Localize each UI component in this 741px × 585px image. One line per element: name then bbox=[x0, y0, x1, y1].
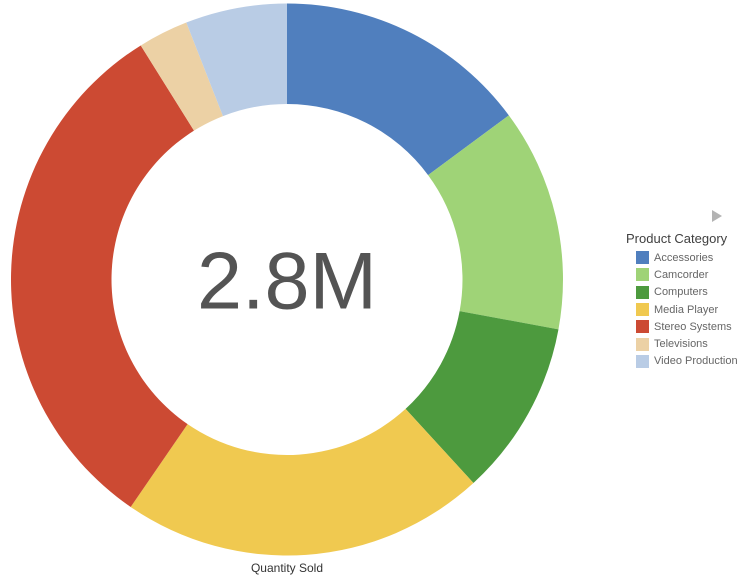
legend-item-camcorder[interactable]: Camcorder bbox=[636, 266, 740, 283]
donut-segment-accessories[interactable] bbox=[287, 3, 509, 176]
donut-segment-camcorder[interactable] bbox=[428, 115, 564, 330]
legend-items: Accessories Camcorder Computers Media Playe… bbox=[636, 249, 740, 370]
legend-swatch bbox=[636, 251, 649, 265]
legend-title: Product Category bbox=[626, 231, 728, 246]
legend-swatch bbox=[636, 303, 649, 317]
donut-segment-media-player[interactable] bbox=[130, 408, 474, 556]
legend-item-label: Media Player bbox=[654, 303, 719, 316]
legend-item-accessories[interactable]: Accessories bbox=[636, 249, 740, 266]
legend-expand-icon[interactable] bbox=[712, 210, 722, 222]
donut-segment-stereo-systems[interactable] bbox=[10, 45, 195, 507]
legend-item-label: Stereo Systems bbox=[654, 320, 732, 333]
legend-swatch bbox=[636, 354, 649, 368]
legend-item-label: Video Production bbox=[654, 355, 738, 368]
legend-item-computers[interactable]: Computers bbox=[636, 284, 740, 301]
legend-item-label: Computers bbox=[654, 286, 708, 299]
legend-item-media-player[interactable]: Media Player bbox=[636, 301, 740, 318]
legend-item-video-production[interactable]: Video Production bbox=[636, 353, 740, 370]
legend-item-label: Camcorder bbox=[654, 268, 709, 281]
legend-item-label: Televisions bbox=[654, 338, 708, 351]
donut-segment-video-production[interactable] bbox=[186, 3, 287, 117]
legend: Product Category Accessories Camcorder Com… bbox=[626, 209, 740, 370]
legend-item-stereo-systems[interactable]: Stereo Systems bbox=[636, 318, 740, 335]
legend-swatch bbox=[636, 285, 649, 299]
legend-swatch bbox=[636, 337, 649, 351]
legend-swatch bbox=[636, 320, 649, 334]
legend-swatch bbox=[636, 268, 649, 282]
legend-item-televisions[interactable]: Televisions bbox=[636, 335, 740, 352]
chart-bottom-label: Quantity Sold bbox=[250, 561, 324, 575]
legend-item-label: Accessories bbox=[654, 251, 714, 264]
donut-segment-computers[interactable] bbox=[405, 311, 559, 483]
donut-segment-televisions[interactable] bbox=[140, 22, 223, 131]
